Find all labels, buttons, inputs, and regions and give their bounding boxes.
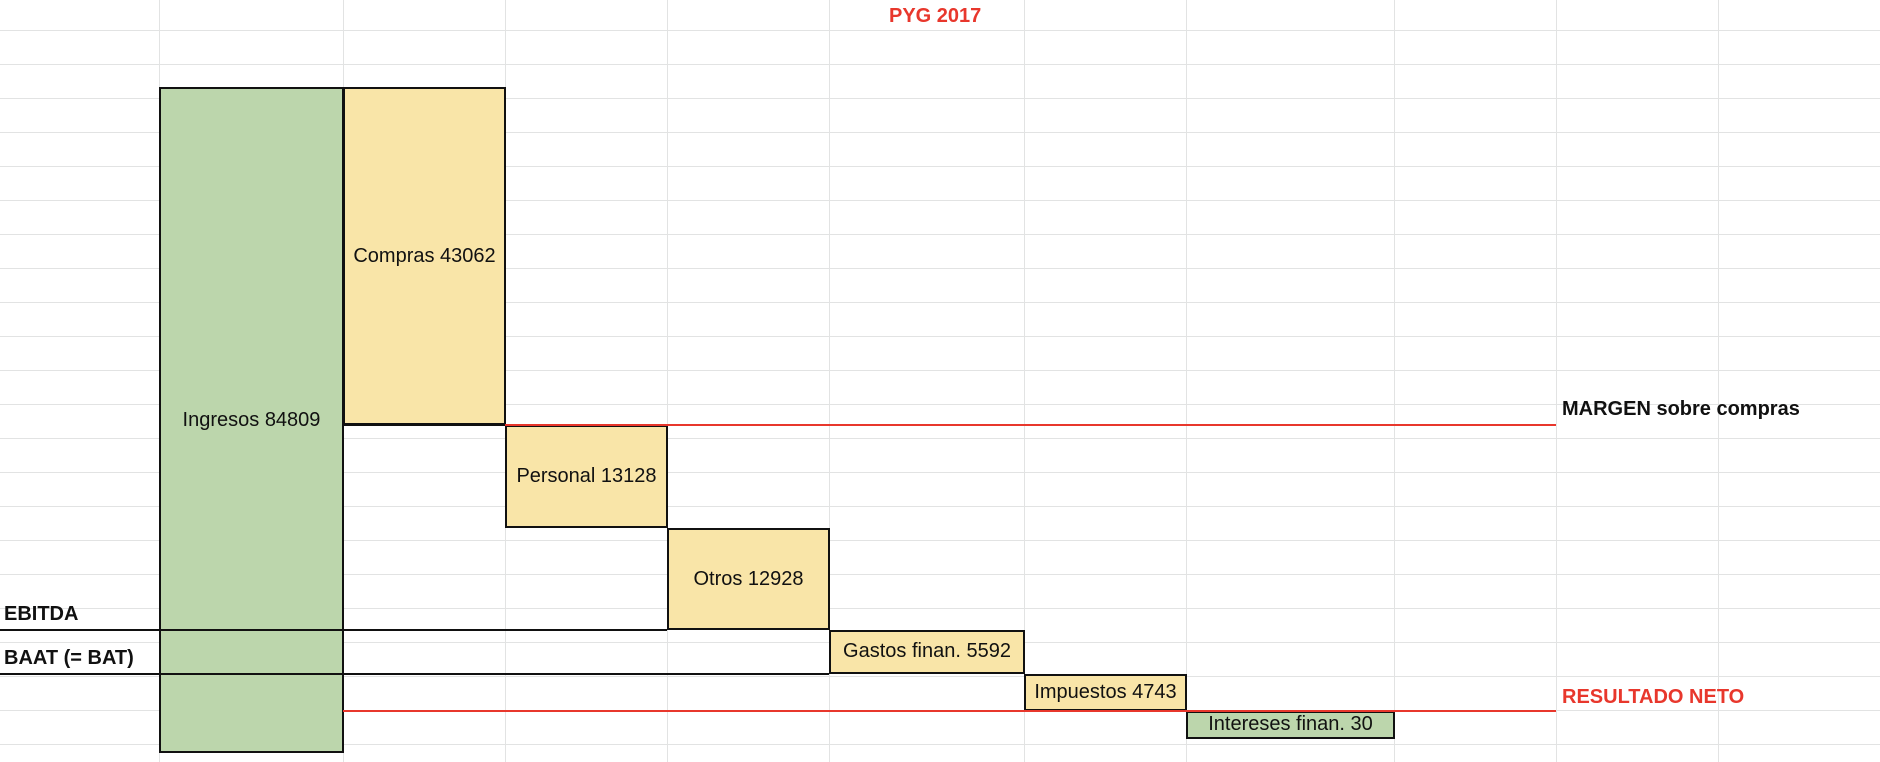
bar-label: Impuestos 4743 xyxy=(1034,680,1177,703)
chart-title: PYG 2017 xyxy=(889,5,982,27)
ebitda-line xyxy=(0,628,667,631)
grid-column-line xyxy=(1186,0,1187,762)
grid-row-line xyxy=(0,404,1880,405)
bar-label: Personal 13128 xyxy=(516,465,657,488)
grid-column-line xyxy=(1556,0,1557,762)
bar-label: Gastos finan. 5592 xyxy=(843,640,1011,663)
baat-annotation: BAAT (= BAT) xyxy=(4,646,134,669)
grid-row-line xyxy=(0,200,1880,201)
grid-column-line xyxy=(829,0,830,762)
grid-row-line xyxy=(0,540,1880,541)
grid-row-line xyxy=(0,98,1880,99)
grid-row-line xyxy=(0,370,1880,371)
waterfall-bar-compras: Compras 43062 xyxy=(343,87,506,426)
margin-line-left xyxy=(343,424,505,427)
grid-row-line xyxy=(0,676,1880,677)
waterfall-bar-ingresos: Ingresos 84809 xyxy=(159,87,344,753)
bar-label: Intereses finan. 30 xyxy=(1208,713,1373,736)
grid-row-line xyxy=(0,234,1880,235)
grid-column-line xyxy=(1024,0,1025,762)
waterfall-bar-intereses-finan: Intereses finan. 30 xyxy=(1186,710,1395,739)
ebitda-annotation: EBITDA xyxy=(4,602,79,625)
grid-row-line xyxy=(0,574,1880,575)
waterfall-bar-gastos-finan: Gastos finan. 5592 xyxy=(829,629,1025,674)
bar-label: Compras 43062 xyxy=(353,244,496,267)
margin-line xyxy=(505,424,1556,427)
waterfall-bar-otros: Otros 12928 xyxy=(667,528,830,630)
grid-column-line xyxy=(1718,0,1719,762)
grid-row-line xyxy=(0,64,1880,65)
grid-row-line xyxy=(0,336,1880,337)
net-result-annotation: RESULTADO NETO xyxy=(1562,685,1745,708)
grid-row-line xyxy=(0,472,1880,473)
grid-row-line xyxy=(0,608,1880,609)
grid-column-line xyxy=(1394,0,1395,762)
grid-row-line xyxy=(0,744,1880,745)
grid-row-line xyxy=(0,268,1880,269)
bar-label: Otros 12928 xyxy=(693,567,804,590)
grid-row-line xyxy=(0,132,1880,133)
margin-annotation: MARGEN sobre compras xyxy=(1562,398,1800,421)
grid-row-line xyxy=(0,506,1880,507)
grid-row-line xyxy=(0,438,1880,439)
net-result-line xyxy=(343,709,1556,712)
waterfall-bar-personal: Personal 13128 xyxy=(505,425,668,529)
grid-column-line xyxy=(667,0,668,762)
waterfall-bar-impuestos: Impuestos 4743 xyxy=(1024,673,1187,711)
bar-label: Ingresos 84809 xyxy=(182,408,321,431)
grid-row-line xyxy=(0,302,1880,303)
grid-row-line xyxy=(0,166,1880,167)
baat-line xyxy=(0,672,829,675)
grid-row-line xyxy=(0,30,1880,31)
